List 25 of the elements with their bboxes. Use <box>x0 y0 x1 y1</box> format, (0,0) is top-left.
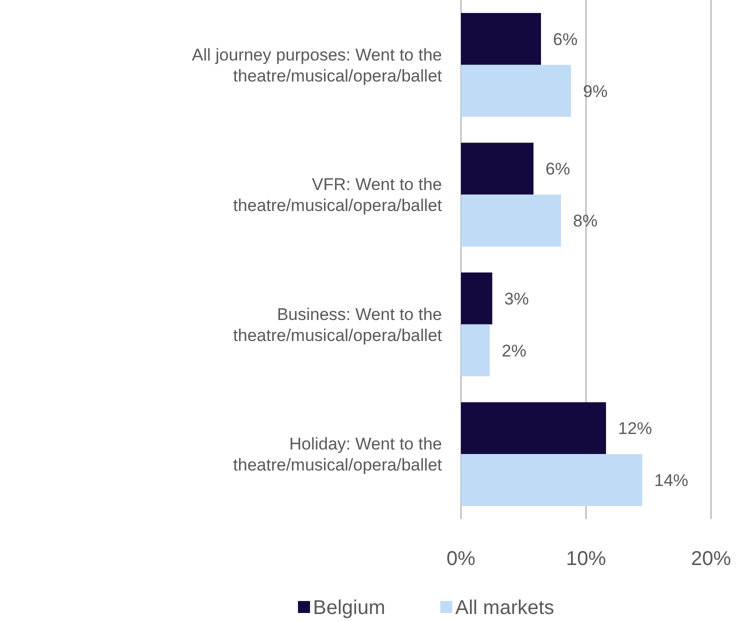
x-tick-label: 0% <box>446 548 476 570</box>
data-label: 14% <box>654 471 688 490</box>
data-label: 6% <box>546 160 570 179</box>
bar <box>461 454 642 506</box>
legend-label: Belgium <box>313 597 386 619</box>
data-label: 2% <box>502 341 526 360</box>
bar <box>461 12 541 65</box>
bar <box>461 142 534 195</box>
bar <box>461 324 490 376</box>
y-tick-label: Business: Went to the theatre/musical/opera/ballet <box>233 304 442 345</box>
bar <box>461 402 606 454</box>
y-tick-label: Holiday: Went to the theatre/musical/opera/ballet <box>233 434 442 475</box>
bar <box>461 272 492 324</box>
data-label: 6% <box>553 30 578 49</box>
x-tick-label: 10% <box>566 548 606 570</box>
data-label: 3% <box>504 289 529 308</box>
data-label: 9% <box>583 82 608 101</box>
y-tick-label: All journey purposes: Went to the theatre/musical/opera/ballet <box>192 45 442 86</box>
legend-label: All markets <box>455 597 554 619</box>
bar <box>461 64 571 117</box>
x-tick-label: 20% <box>690 548 732 570</box>
data-label: 8% <box>573 212 598 231</box>
y-tick-label: VFR: Went to the theatre/musical/opera/ballet <box>233 175 442 216</box>
bar <box>461 194 561 247</box>
data-label: 12% <box>618 419 652 438</box>
